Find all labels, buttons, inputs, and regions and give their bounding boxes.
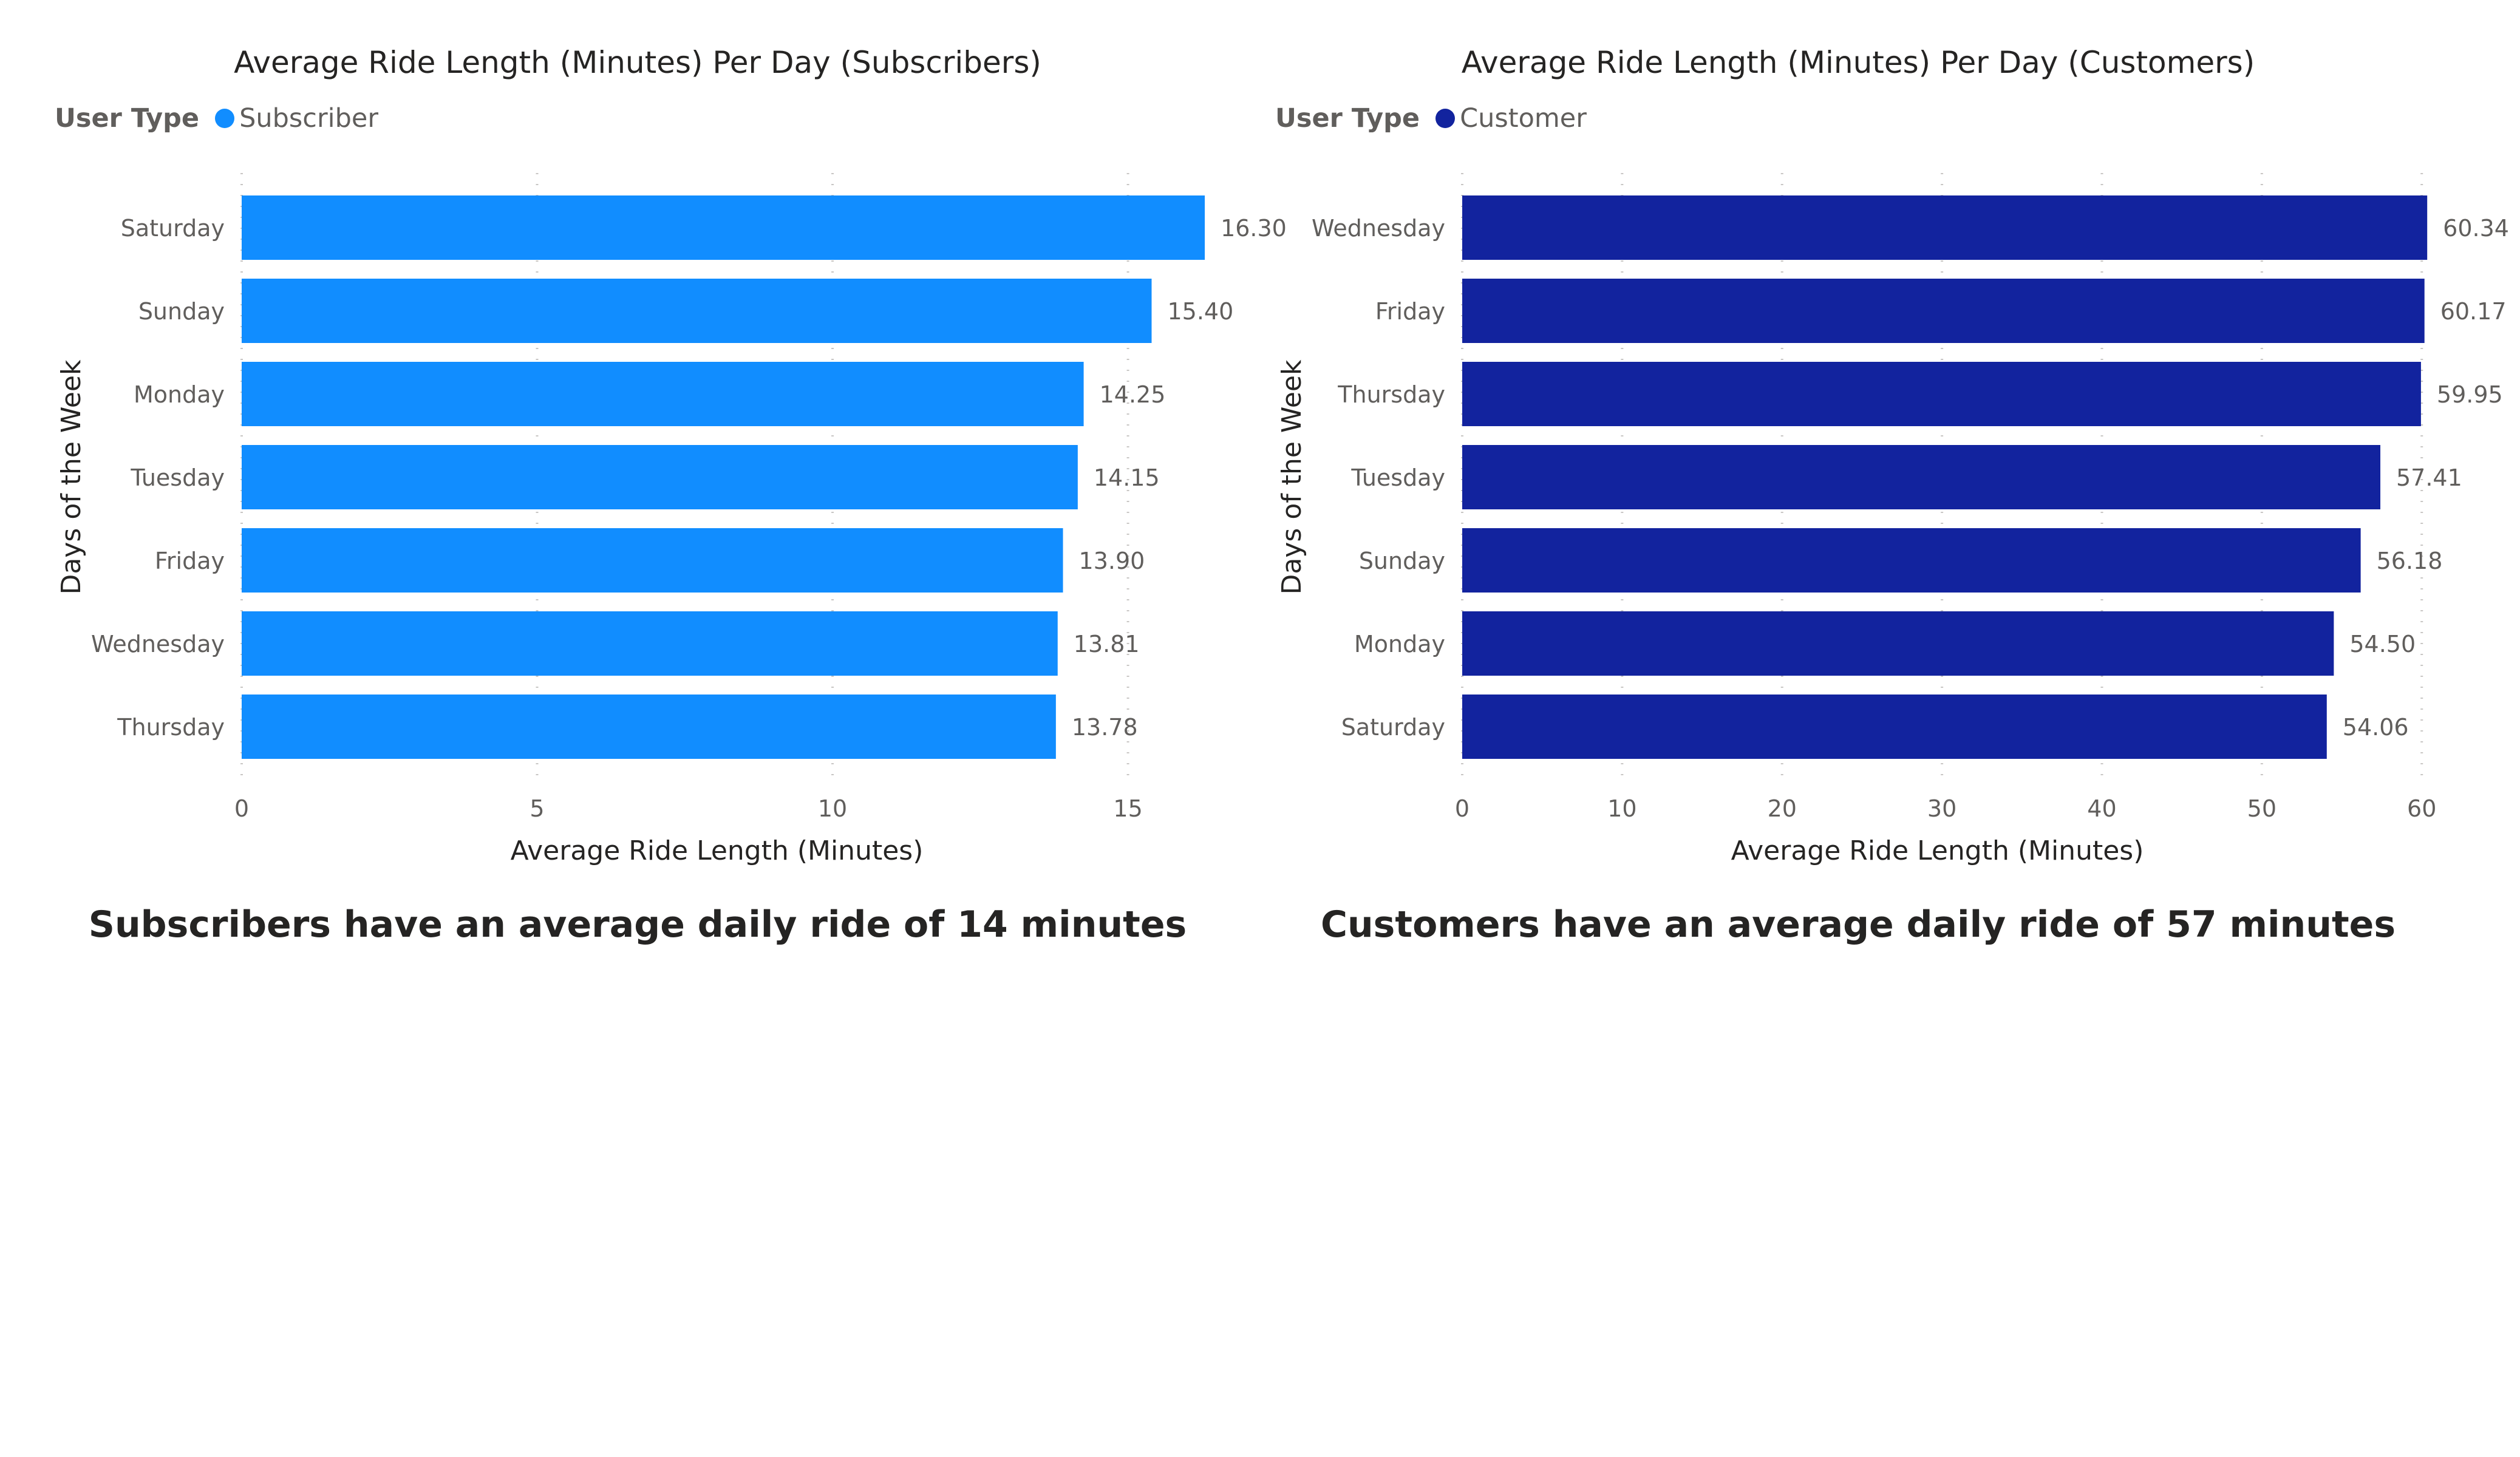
legend: User Type Customer <box>1275 103 1587 134</box>
category-label: Tuesday <box>1350 464 1445 491</box>
y-axis-title: Days of the Week <box>56 359 87 594</box>
category-label: Thursday <box>117 714 225 741</box>
bar <box>1462 362 2421 426</box>
x-tick-label: 10 <box>1607 795 1636 822</box>
bar <box>242 611 1058 676</box>
category-label: Friday <box>1375 298 1445 325</box>
bar <box>242 528 1063 593</box>
data-label: 56.18 <box>2377 548 2443 574</box>
data-label: 14.25 <box>1100 381 1166 408</box>
bar <box>1462 279 2425 343</box>
legend-label[interactable]: Customer <box>1460 103 1587 134</box>
data-label: 54.50 <box>2349 631 2416 657</box>
legend-label[interactable]: Subscriber <box>239 103 379 134</box>
summary-text: Subscribers have an average daily ride o… <box>88 903 1187 946</box>
legend-title: User Type <box>1275 103 1420 134</box>
x-tick-label: 0 <box>1455 795 1469 822</box>
legend: User Type Subscriber <box>55 103 378 134</box>
category-label: Saturday <box>121 215 225 242</box>
category-label: Monday <box>1354 631 1445 657</box>
data-label: 13.81 <box>1074 631 1140 657</box>
bar <box>1462 195 2428 260</box>
category-label: Thursday <box>1337 381 1445 408</box>
data-label: 13.78 <box>1072 714 1138 741</box>
data-label: 57.41 <box>2396 464 2462 491</box>
x-axis-title: Average Ride Length (Minutes) <box>1731 835 2144 866</box>
bar <box>242 445 1078 509</box>
bar-chart: 0 5 10 15 Saturday 16.30 Sunday 15.40 Monday 14.2… <box>56 173 1287 866</box>
chart-title: Average Ride Length (Minutes) Per Day (S… <box>234 45 1041 80</box>
data-label: 15.40 <box>1168 298 1234 325</box>
x-tick-label: 10 <box>818 795 847 822</box>
bar <box>1462 611 2334 676</box>
subscriber-chart-panel: Average Ride Length (Minutes) Per Day (S… <box>30 0 1287 996</box>
bar <box>242 362 1084 426</box>
x-tick-label: 30 <box>1927 795 1956 822</box>
category-label: Monday <box>134 381 225 408</box>
data-label: 54.06 <box>2343 714 2409 741</box>
category-label: Wednesday <box>91 631 225 657</box>
customer-chart-panel: Average Ride Length (Minutes) Per Day (C… <box>1251 0 2509 996</box>
category-label: Sunday <box>1359 548 1445 574</box>
data-label: 60.34 <box>2443 215 2509 242</box>
data-label: 16.30 <box>1221 215 1287 242</box>
bar <box>242 279 1152 343</box>
data-label: 14.15 <box>1094 464 1160 491</box>
category-label: Sunday <box>138 298 225 325</box>
bar <box>242 195 1205 260</box>
category-label: Wednesday <box>1312 215 1445 242</box>
category-label: Tuesday <box>130 464 225 491</box>
summary-text: Customers have an average daily ride of … <box>1320 903 2396 946</box>
data-label: 59.95 <box>2437 381 2503 408</box>
bar <box>1462 528 2361 593</box>
x-tick-label: 5 <box>530 795 544 822</box>
legend-title: User Type <box>55 103 200 134</box>
bar <box>1462 445 2381 509</box>
legend-marker <box>215 109 235 128</box>
data-label: 60.17 <box>2440 298 2507 325</box>
bar <box>242 695 1056 759</box>
category-label: Friday <box>155 548 225 574</box>
x-tick-label: 60 <box>2407 795 2436 822</box>
x-tick-label: 15 <box>1113 795 1142 822</box>
x-tick-label: 20 <box>1768 795 1797 822</box>
bar <box>1462 695 2327 759</box>
x-tick-label: 50 <box>2247 795 2277 822</box>
x-tick-label: 40 <box>2087 795 2116 822</box>
chart-title: Average Ride Length (Minutes) Per Day (C… <box>1461 45 2255 80</box>
bar-chart: 0 10 20 30 40 50 60 Wednesday 60.34 Friday 60.17 Th… <box>1276 173 2509 866</box>
x-tick-label: 0 <box>234 795 249 822</box>
y-axis-title: Days of the Week <box>1276 359 1307 594</box>
category-label: Saturday <box>1341 714 1445 741</box>
x-axis-title: Average Ride Length (Minutes) <box>511 835 924 866</box>
data-label: 13.90 <box>1079 548 1145 574</box>
legend-marker <box>1435 109 1456 128</box>
